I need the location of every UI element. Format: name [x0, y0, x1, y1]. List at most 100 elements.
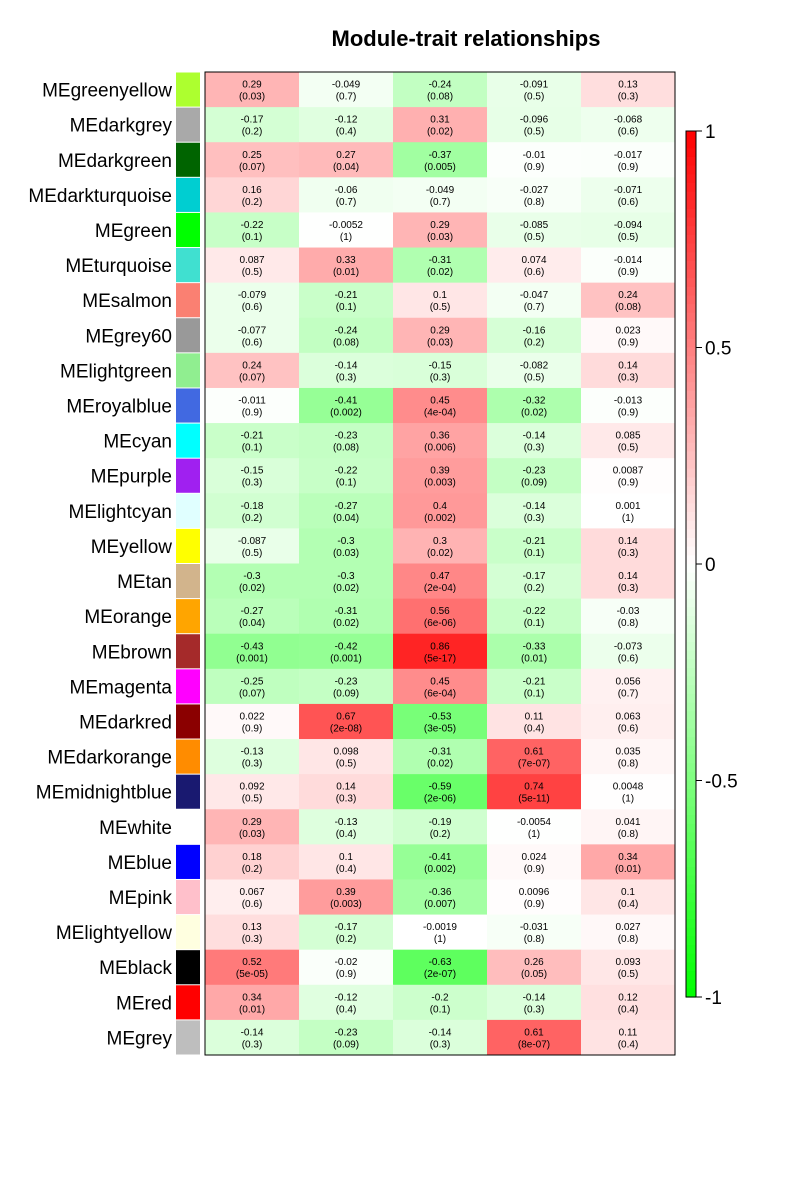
legend-color-step — [686, 910, 696, 920]
heatmap-cell — [487, 598, 582, 635]
legend-color-step — [686, 356, 696, 366]
heatmap-cell — [299, 458, 394, 494]
cell-pvalue: (0.07) — [239, 372, 265, 383]
cell-pvalue: (0.1) — [336, 478, 357, 489]
cell-pvalue: (0.9) — [618, 478, 639, 489]
cell-pvalue: (0.1) — [524, 688, 545, 699]
heatmap-cell — [205, 633, 300, 670]
cell-pvalue: (0.5) — [618, 969, 639, 980]
cell-correlation: -0.63 — [429, 957, 452, 968]
cell-pvalue: (0.1) — [524, 548, 545, 559]
cell-correlation: 0.093 — [615, 957, 640, 968]
heatmap-cell — [299, 528, 394, 564]
cell-pvalue: (0.4) — [618, 1004, 639, 1015]
cell-correlation: -0.077 — [238, 325, 267, 336]
cell-pvalue: (0.6) — [618, 653, 639, 664]
cell-pvalue: (0.9) — [618, 337, 639, 348]
legend-color-step — [686, 416, 696, 427]
cell-correlation: 0.056 — [615, 676, 640, 687]
heatmap-cell — [487, 247, 582, 284]
cell-pvalue: (0.9) — [618, 408, 639, 419]
cell-correlation: 0.29 — [430, 220, 450, 231]
legend-color-step — [686, 555, 696, 565]
cell-correlation: -0.0019 — [423, 922, 457, 933]
cell-pvalue: (1) — [622, 513, 634, 524]
heatmap-cell — [299, 879, 394, 916]
cell-correlation: -0.082 — [520, 360, 549, 371]
cell-correlation: -0.23 — [335, 676, 358, 687]
cell-correlation: 0.34 — [242, 992, 262, 1003]
cell-pvalue: (0.9) — [618, 162, 639, 173]
cell-correlation: -0.27 — [335, 501, 358, 512]
heatmap-cell — [393, 598, 488, 635]
heatmap-cell — [393, 668, 488, 705]
heatmap-cell — [487, 1019, 582, 1056]
heatmap-cell — [299, 72, 394, 108]
cell-correlation: 0.31 — [430, 115, 450, 126]
cell-pvalue: (0.6) — [618, 197, 639, 208]
heatmap-cell — [393, 107, 488, 143]
cell-pvalue: (2e-06) — [424, 794, 456, 805]
cell-pvalue: (0.2) — [242, 864, 263, 875]
legend-color-step — [686, 979, 696, 989]
cell-pvalue: (0.7) — [524, 302, 545, 313]
cell-pvalue: (0.3) — [524, 1004, 545, 1015]
heatmap-cell — [205, 352, 300, 389]
cell-pvalue: (0.2) — [242, 513, 263, 524]
cell-pvalue: (0.005) — [424, 162, 456, 173]
legend-color-step — [686, 624, 696, 634]
cell-correlation: -0.23 — [335, 431, 358, 442]
module-color-swatch — [176, 985, 200, 1020]
cell-pvalue: (0.5) — [524, 127, 545, 138]
cell-pvalue: (0.5) — [242, 794, 263, 805]
cell-pvalue: (0.9) — [618, 267, 639, 278]
cell-correlation: -0.013 — [614, 396, 643, 407]
heatmap-cell — [487, 107, 582, 143]
heatmap-cell — [205, 879, 300, 916]
legend-color-step — [686, 841, 696, 851]
cell-pvalue: (0.5) — [242, 548, 263, 559]
cell-pvalue: (0.002) — [424, 864, 456, 875]
cell-correlation: -0.31 — [429, 255, 452, 266]
heatmap-cell — [205, 1019, 300, 1056]
cell-correlation: -0.13 — [241, 747, 264, 758]
cell-pvalue: (0.02) — [333, 583, 359, 594]
heatmap-cell — [299, 668, 394, 705]
cell-pvalue: (3e-05) — [424, 723, 456, 734]
cell-pvalue: (5e-11) — [518, 794, 550, 805]
cell-correlation: 0.24 — [618, 290, 638, 301]
legend-color-step — [686, 919, 696, 929]
cell-correlation: -0.12 — [335, 115, 358, 126]
cell-pvalue: (0.001) — [330, 653, 362, 664]
heatmap-cell — [393, 142, 488, 178]
cell-correlation: 0.0048 — [613, 782, 644, 793]
heatmap-cell — [393, 739, 488, 775]
heatmap-cell — [205, 668, 300, 705]
heatmap-cell — [487, 493, 582, 529]
legend-tick-label: 0 — [705, 555, 716, 576]
cell-correlation: -0.047 — [520, 290, 549, 301]
heatmap-cell — [581, 668, 676, 705]
heatmap-cell — [581, 914, 676, 951]
cell-pvalue: (0.4) — [618, 899, 639, 910]
heatmap-cell — [299, 212, 394, 249]
legend-color-step — [686, 330, 696, 340]
heatmap-cell — [581, 107, 676, 143]
legend-tick-label: -0.5 — [705, 772, 738, 793]
cell-pvalue: (0.3) — [524, 443, 545, 454]
cell-correlation: 0.063 — [615, 711, 640, 722]
heatmap-cell — [487, 177, 582, 213]
cell-pvalue: (1) — [340, 232, 352, 243]
legend-color-step — [686, 754, 696, 764]
cell-correlation: 0.001 — [615, 501, 640, 512]
cell-correlation: 0.16 — [242, 185, 262, 196]
legend-color-step — [686, 468, 696, 478]
legend-color-step — [686, 217, 696, 227]
heatmap-cell — [487, 633, 582, 670]
heatmap-cell — [205, 247, 300, 284]
cell-pvalue: (0.02) — [427, 759, 453, 770]
cell-pvalue: (0.8) — [618, 829, 639, 840]
legend-color-step — [686, 598, 696, 608]
row-label: MEgrey — [107, 1028, 173, 1049]
legend-color-step — [686, 806, 696, 816]
